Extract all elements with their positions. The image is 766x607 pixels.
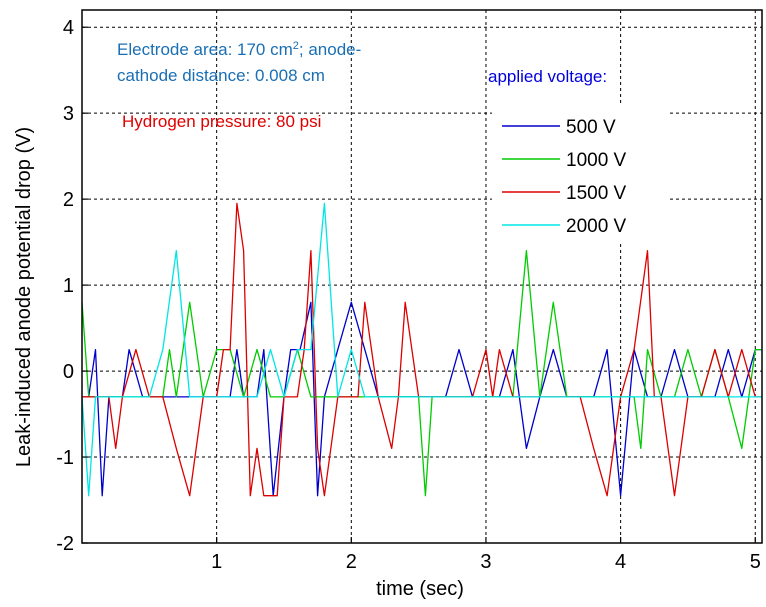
series-line	[81, 202, 762, 497]
series-line	[81, 250, 762, 497]
series-line	[82, 202, 762, 497]
y-axis-label: Leak-induced anode potential drop (V)	[13, 127, 35, 467]
x-tick-label: 4	[615, 551, 626, 573]
series-line	[82, 301, 762, 497]
x-tick-label: 2	[346, 551, 357, 573]
electrode-annotation-pre: Electrode area: 170 cm	[117, 40, 293, 59]
legend-box	[492, 104, 670, 244]
electrode-annotation-post: ; anode-	[299, 40, 361, 59]
hydrogen-annotation: Hydrogen pressure: 80 psi	[122, 112, 321, 131]
legend: applied voltage: 500 V 1000 V 1500 V 2000 V	[488, 67, 670, 244]
y-tick-label: 2	[63, 189, 74, 211]
y-tick-label: 0	[63, 361, 74, 383]
x-tick-label: 3	[480, 551, 491, 573]
legend-label: 1500 V	[566, 183, 627, 204]
y-tick-label: 1	[63, 275, 74, 297]
legend-label: 1000 V	[566, 150, 627, 171]
electrode-annotation-line2: cathode distance: 0.008 cm	[117, 66, 325, 85]
electrode-annotation-line1: Electrode area: 170 cm2; anode-	[117, 40, 361, 59]
legend-label: 500 V	[566, 117, 616, 138]
legend-title: applied voltage:	[488, 67, 607, 86]
y-tick-label: 3	[63, 103, 74, 125]
y-tick-label: -1	[56, 447, 74, 469]
x-axis-label: time (sec)	[376, 578, 464, 600]
y-tick-label: 4	[63, 17, 74, 39]
electrode-annotation-sup: 2	[293, 40, 299, 52]
legend-label: 2000 V	[566, 216, 627, 237]
y-tick-label: -2	[56, 533, 74, 555]
x-tick-label: 1	[211, 551, 222, 573]
plot-frame	[81, 9, 763, 544]
legend-items: 500 V 1000 V 1500 V 2000 V	[492, 104, 670, 244]
axis-ticks: 1 2 3 4 5 -2 -1 0 1 2 3 4	[56, 17, 761, 573]
x-tick-label: 5	[750, 551, 761, 573]
series-lines	[81, 202, 762, 497]
